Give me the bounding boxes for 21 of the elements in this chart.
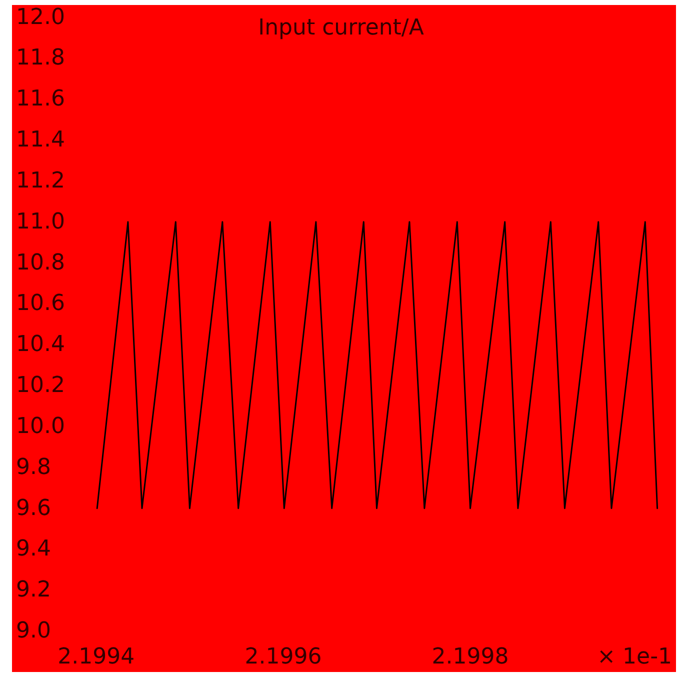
x-axis-title: × 1e-1 (597, 644, 672, 670)
y-tick-label: 10.0 (16, 414, 65, 439)
y-tick-label: 11.2 (16, 168, 65, 194)
x-tick-label: 2.1994 (58, 644, 135, 670)
y-tick-label: 10.4 (16, 332, 65, 358)
y-tick-label: 11.6 (16, 86, 65, 112)
y-tick-label: 10.6 (16, 291, 65, 316)
text: Input current/A (258, 16, 424, 40)
y-tick-label: 9.8 (16, 454, 51, 480)
y-tick-label: 9.6 (16, 496, 51, 521)
x-tick-label: 2.1996 (244, 644, 322, 670)
y-tick-label: 11.4 (16, 128, 65, 153)
y-tick-label: 12.0 (16, 4, 65, 30)
y-tick-label: 11.0 (16, 209, 65, 234)
y-tick-label: 10.8 (16, 250, 65, 276)
y-tick-label: 11.8 (16, 46, 65, 71)
y-tick-label: 9.2 (16, 578, 51, 603)
x-tick-label: 2.1998 (432, 644, 509, 670)
y-tick-label: 9.4 (16, 536, 51, 562)
y-tick-label: 9.0 (16, 618, 51, 644)
y-tick-label: 10.2 (16, 373, 65, 398)
